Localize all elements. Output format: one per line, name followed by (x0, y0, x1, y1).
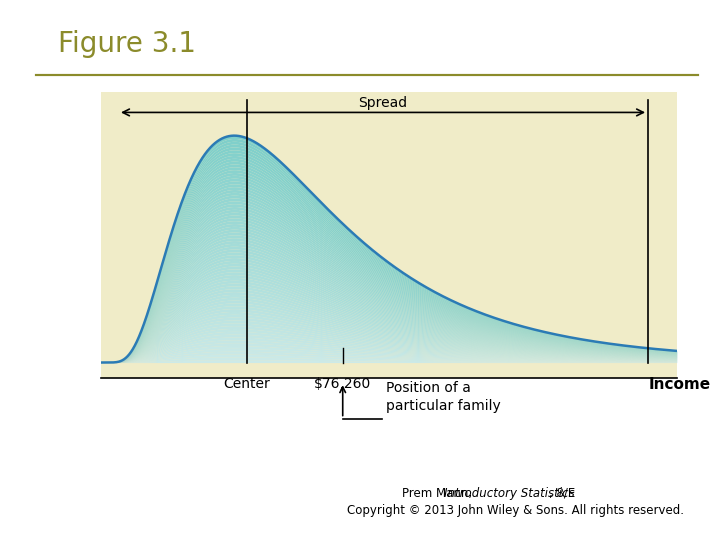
Text: Spread: Spread (359, 96, 408, 110)
Text: , 8/E: , 8/E (549, 487, 575, 500)
Text: Figure 3.1: Figure 3.1 (58, 30, 196, 58)
Text: $76,260: $76,260 (314, 377, 372, 391)
Text: Introductory Statistics: Introductory Statistics (444, 487, 575, 500)
Text: Prem Mann,: Prem Mann, (402, 487, 476, 500)
Text: Center: Center (224, 377, 271, 391)
Text: Position of a
particular family: Position of a particular family (386, 381, 500, 413)
Text: Income: Income (649, 377, 711, 392)
Text: Copyright © 2013 John Wiley & Sons. All rights reserved.: Copyright © 2013 John Wiley & Sons. All … (347, 504, 684, 517)
